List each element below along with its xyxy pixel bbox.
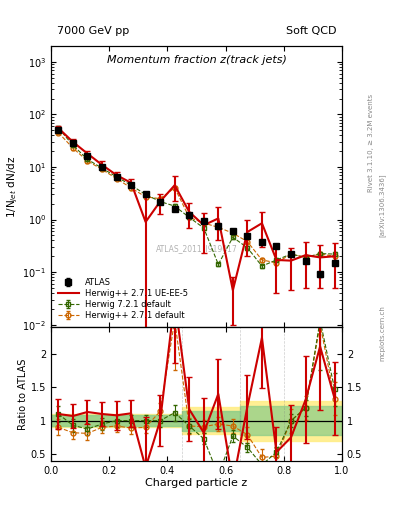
Text: [arXiv:1306.3436]: [arXiv:1306.3436] xyxy=(378,173,386,237)
Text: Rivet 3.1.10, ≥ 3.2M events: Rivet 3.1.10, ≥ 3.2M events xyxy=(368,94,375,193)
Herwig++ 2.7.1 UE-EE-5 xyxy=(129,180,134,186)
Herwig++ 2.7.1 UE-EE-5 xyxy=(143,219,148,225)
Text: Soft QCD: Soft QCD xyxy=(286,26,336,36)
Herwig++ 2.7.1 UE-EE-5 xyxy=(318,254,323,261)
Text: mcplots.cern.ch: mcplots.cern.ch xyxy=(379,305,385,361)
Y-axis label: 1/N$_{jet}$ dN/dz: 1/N$_{jet}$ dN/dz xyxy=(5,155,20,218)
Herwig++ 2.7.1 UE-EE-5 xyxy=(245,229,250,235)
Herwig++ 2.7.1 UE-EE-5 xyxy=(56,125,61,131)
Herwig++ 2.7.1 UE-EE-5 xyxy=(85,151,90,157)
Herwig++ 2.7.1 UE-EE-5 xyxy=(173,182,177,188)
Legend: ATLAS, Herwig++ 2.7.1 UE-EE-5, Herwig 7.2.1 default, Herwig++ 2.7.1 default: ATLAS, Herwig++ 2.7.1 UE-EE-5, Herwig 7.… xyxy=(55,275,191,323)
Herwig++ 2.7.1 UE-EE-5 xyxy=(187,209,192,215)
Herwig++ 2.7.1 UE-EE-5 xyxy=(303,252,308,258)
Herwig++ 2.7.1 UE-EE-5 xyxy=(289,258,294,264)
Herwig++ 2.7.1 UE-EE-5 xyxy=(231,287,235,293)
Herwig++ 2.7.1 UE-EE-5 xyxy=(202,222,206,228)
Text: Momentum fraction z(track jets): Momentum fraction z(track jets) xyxy=(107,54,286,65)
Herwig++ 2.7.1 UE-EE-5 xyxy=(158,199,163,205)
Herwig++ 2.7.1 UE-EE-5 xyxy=(100,162,105,168)
Herwig++ 2.7.1 UE-EE-5 xyxy=(216,216,221,222)
Herwig++ 2.7.1 UE-EE-5 xyxy=(71,139,75,145)
Y-axis label: Ratio to ATLAS: Ratio to ATLAS xyxy=(18,358,28,430)
Herwig++ 2.7.1 UE-EE-5 xyxy=(114,172,119,178)
X-axis label: Charged particle z: Charged particle z xyxy=(145,478,248,488)
Herwig++ 2.7.1 UE-EE-5 xyxy=(332,253,337,259)
Text: 7000 GeV pp: 7000 GeV pp xyxy=(57,26,129,36)
Text: ATLAS_2011_I919017: ATLAS_2011_I919017 xyxy=(156,244,237,253)
Herwig++ 2.7.1 UE-EE-5 xyxy=(274,257,279,263)
Herwig++ 2.7.1 UE-EE-5 xyxy=(260,220,264,226)
Line: Herwig++ 2.7.1 UE-EE-5: Herwig++ 2.7.1 UE-EE-5 xyxy=(59,128,335,290)
